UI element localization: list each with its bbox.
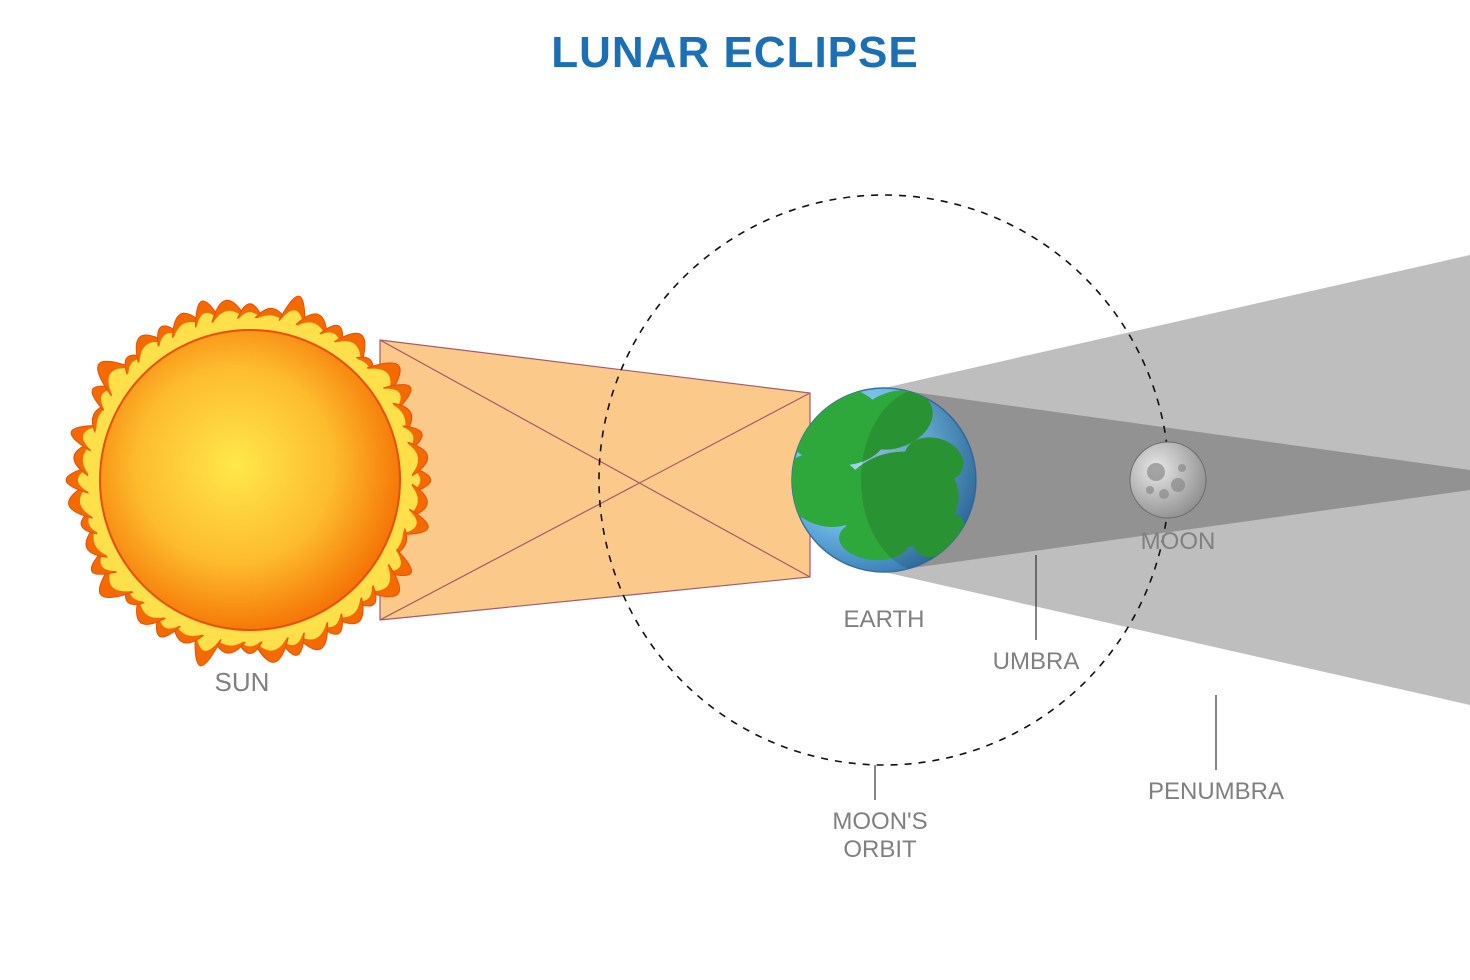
earth-label: EARTH: [734, 606, 1034, 634]
moon-orbit-label: MOON'S ORBIT: [730, 808, 1030, 864]
umbra-label: UMBRA: [886, 648, 1186, 676]
diagram-title: LUNAR ECLIPSE: [0, 28, 1470, 78]
sun-label: SUN: [92, 667, 392, 698]
moon-label: MOON: [1028, 528, 1328, 556]
diagram-stage: LUNAR ECLIPSE SUN EARTH MOON UMBRA PENUM…: [0, 0, 1470, 980]
moon-icon: [1130, 442, 1206, 518]
sunlight-cone: [380, 340, 810, 620]
sun-icon: [66, 296, 431, 666]
penumbra-label: PENUMBRA: [1066, 778, 1366, 806]
